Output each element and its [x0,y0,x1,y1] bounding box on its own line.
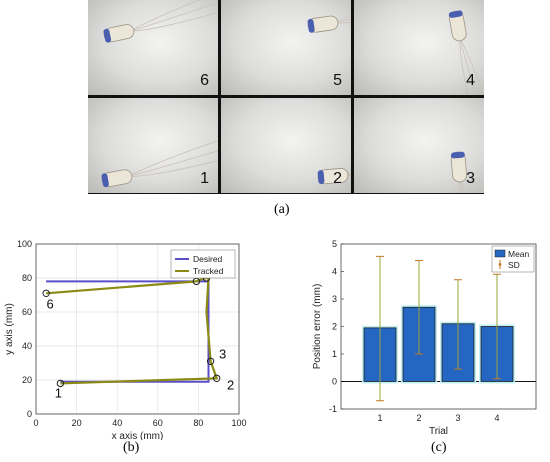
capsule-icon [450,151,484,193]
legend-box [170,249,236,279]
frame-number: 2 [333,170,342,187]
y-tick-label: 60 [22,307,32,317]
y-tick-label: 4 [332,267,337,277]
x-axis-label: x axis (mm) [112,431,164,440]
waypoint-marker [212,374,221,383]
waypoint-marker [206,357,215,366]
y-tick-label: 40 [22,341,32,351]
x-tick-label: 40 [112,418,122,428]
trajectory-chart: 020406080100020406080100123456DesiredTra… [4,239,247,440]
video-frame: 2 [221,98,351,193]
video-frame: 5 [221,0,351,95]
frame-number: 6 [200,72,209,89]
y-tick-label: -1 [329,404,337,414]
y-tick-label: 0 [27,409,32,419]
y-tick-label: 0 [332,377,337,387]
plot-border [35,243,240,415]
frame-number: 1 [200,170,209,187]
legend-label: Desired [193,254,223,264]
video-frame: 4 [354,0,484,95]
y-axis-label: y axis (mm) [4,303,15,355]
x-tick-label: 2 [416,413,421,423]
y-tick-label: 20 [22,375,32,385]
frame-number: 3 [466,170,475,187]
y-tick-label: 80 [22,273,32,283]
x-tick-label: 100 [231,418,246,428]
waypoint-marker [42,289,50,297]
waypoint-label: 1 [55,385,62,400]
caption-c: (c) [431,440,447,455]
x-tick-label: 80 [193,418,203,428]
frame-number: 4 [466,72,475,89]
waypoint-label: 3 [219,346,226,361]
legend-swatch-sd-dot [498,263,502,266]
x-tick-label: 60 [153,418,163,428]
y-axis-label: Position error (mm) [312,284,323,370]
y-tick-label: 5 [332,239,337,249]
x-tick-label: 3 [455,413,460,423]
capsule-icon [307,0,351,33]
x-tick-label: 20 [72,418,82,428]
caption-b: (b) [123,440,140,455]
video-frame: 6 [88,0,218,95]
legend-label: Mean [508,249,530,259]
legend-label: SD [508,260,520,270]
y-tick-label: 1 [332,349,337,359]
waypoint-label: 2 [227,377,234,392]
capsule-icon [103,0,218,43]
video-frame: 3 [354,98,484,193]
x-tick-label: 1 [377,413,382,423]
x-tick-label: 4 [494,413,499,423]
legend-swatch-mean [494,249,506,258]
frame-number: 5 [333,72,342,89]
legend-label: Tracked [193,266,224,276]
y-tick-label: 100 [17,239,32,249]
waypoint-label: 6 [47,296,54,311]
photo-grid: 6 5 4 1 2 3 [88,0,484,194]
caption-a: (a) [274,202,290,217]
y-tick-label: 2 [332,322,337,332]
x-axis-label: Trial [429,426,448,437]
y-tick-label: 3 [332,294,337,304]
x-tick-label: 0 [33,418,38,428]
capsule-icon [448,10,484,95]
capsule-icon [101,138,218,188]
video-frame: 1 [88,98,218,193]
waypoint-marker [56,379,65,388]
capsule-icon [317,146,351,185]
